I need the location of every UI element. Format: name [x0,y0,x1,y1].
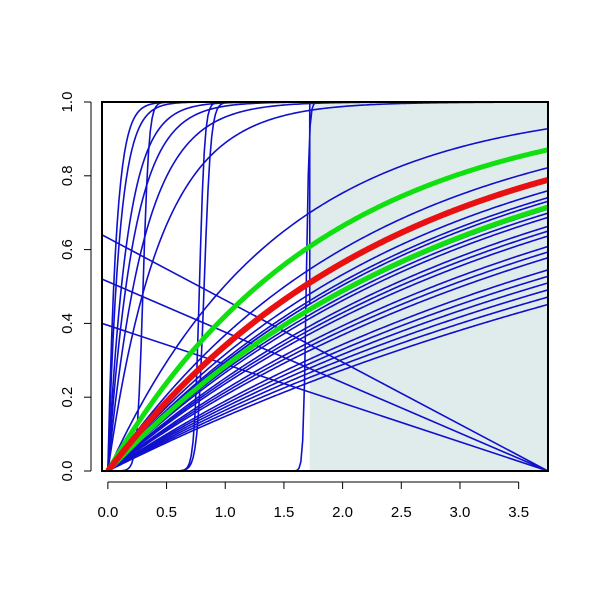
series-line-0 [107,127,548,471]
series-line-10 [107,245,548,471]
y-tick-label: 0.6 [59,239,76,260]
x-tick-label: 2.5 [391,504,412,521]
x-tick-label: 1.5 [273,504,294,521]
series-line-19 [107,251,548,471]
y-tick-label: 0.4 [59,313,76,334]
series-line-37 [105,147,548,471]
x-axis: 0.0 0.5 1.0 1.5 2.0 2.5 3.0 3.5 [97,481,529,521]
series-line-35 [102,322,548,471]
series-line-7 [107,216,548,471]
y-tick-label: 0.2 [59,387,76,408]
series-line-39 [105,176,548,471]
series-line-33 [102,234,548,471]
x-tick-label: 2.0 [332,504,353,521]
series-line-12 [107,269,548,471]
series-line-21 [107,289,548,471]
series-line-8 [107,225,548,471]
series-line-14 [107,296,548,471]
y-tick-label: 0.0 [59,461,76,482]
y-axis: 0.0 0.2 0.4 0.6 0.8 1.0 [59,92,92,482]
series-line-16 [107,196,548,471]
series-line-34 [102,278,548,471]
series-line-9 [107,235,548,471]
x-tick-label: 3.0 [450,504,471,521]
series-line-2 [107,166,548,471]
series-line-38 [106,204,548,471]
x-tick-label: 0.0 [97,504,118,521]
x-tick-label: 1.0 [215,504,236,521]
series-line-11 [107,256,548,471]
y-tick-label: 1.0 [59,92,76,113]
x-tick-label: 3.5 [508,504,529,521]
series-line-20 [107,275,548,471]
series-line-25 [107,102,548,471]
series-line-18 [107,230,548,471]
x-tick-label: 0.5 [156,504,177,521]
plot-frame [101,101,549,472]
series-line-4 [107,189,548,471]
series-line-13 [107,282,548,471]
y-tick-label: 0.8 [59,165,76,186]
series-line-15 [107,303,548,471]
